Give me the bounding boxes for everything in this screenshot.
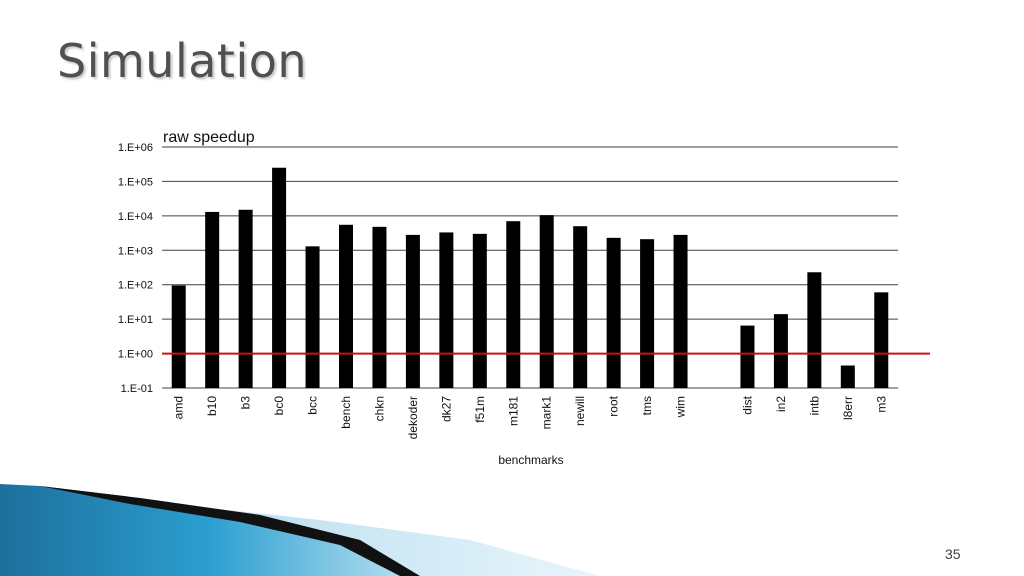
bar-dk27 [439, 232, 454, 388]
bar-in2 [773, 314, 788, 388]
x-tick-label: b3 [239, 396, 253, 410]
x-tick-label: chkn [372, 396, 386, 421]
chart-bars [171, 167, 889, 388]
x-tick-label: l8err [841, 396, 855, 420]
bar-wim [673, 234, 688, 388]
x-tick-label: mark1 [540, 396, 554, 430]
y-tick-label: 1.E+01 [118, 314, 153, 326]
x-tick-label: bcc [306, 396, 320, 415]
bar-intb [807, 272, 822, 388]
bar-newill [573, 226, 588, 388]
x-tick-label: m181 [506, 396, 520, 426]
x-axis-ticks: amd b10 b3 bc0 bcc bench chkn dekoder dk27 f51m m1… [172, 395, 889, 439]
bar-chkn [372, 226, 387, 388]
bar-m3 [874, 292, 889, 388]
y-axis-ticks: 1.E-01 1.E+00 1.E+01 1.E+02 1.E+03 1.E+04 1.E+… [118, 142, 153, 395]
slide-title: Simulation [57, 34, 308, 88]
y-tick-label: 1.E+00 [118, 349, 153, 361]
y-tick-label: 1.E+04 [118, 211, 153, 223]
bar-mark1 [539, 215, 554, 388]
x-tick-label: f51m [473, 396, 487, 423]
bar-tms [640, 239, 655, 388]
bar-root [606, 237, 621, 388]
x-tick-label: bench [339, 396, 353, 429]
x-tick-label: root [607, 395, 621, 416]
slide-number: 35 [945, 546, 961, 562]
x-tick-label: b10 [205, 396, 219, 416]
bar-b10 [205, 211, 220, 388]
bar-b3 [238, 209, 253, 388]
x-tick-label: in2 [774, 396, 788, 412]
bar-dist [740, 325, 755, 388]
y-tick-label: 1.E-01 [121, 383, 153, 395]
x-tick-label: amd [172, 396, 186, 419]
y-tick-label: 1.E+03 [118, 245, 153, 257]
x-tick-label: wim [674, 396, 688, 418]
x-tick-label: bc0 [272, 396, 286, 416]
x-tick-label: dk27 [439, 396, 453, 422]
x-tick-label: dekoder [406, 396, 420, 439]
y-tick-label: 1.E+02 [118, 280, 153, 292]
bar-m181 [506, 221, 521, 388]
y-tick-label: 1.E+06 [118, 142, 153, 154]
bar-l8err [840, 365, 855, 388]
x-axis-label: benchmarks [498, 453, 563, 467]
bar-amd [171, 285, 186, 388]
x-tick-label: m3 [874, 396, 888, 413]
bar-f51m [472, 233, 487, 388]
y-tick-label: 1.E+05 [118, 176, 153, 188]
x-tick-label: dist [740, 395, 754, 414]
decor-blue-swoosh [0, 484, 420, 576]
bar-dekoder [405, 234, 420, 388]
x-tick-label: newill [573, 396, 587, 426]
bar-bench [339, 224, 353, 388]
x-tick-label: tms [640, 396, 654, 415]
x-tick-label: intb [807, 396, 821, 416]
chart-title: raw speedup [163, 129, 255, 146]
bar-bc0 [272, 167, 287, 388]
